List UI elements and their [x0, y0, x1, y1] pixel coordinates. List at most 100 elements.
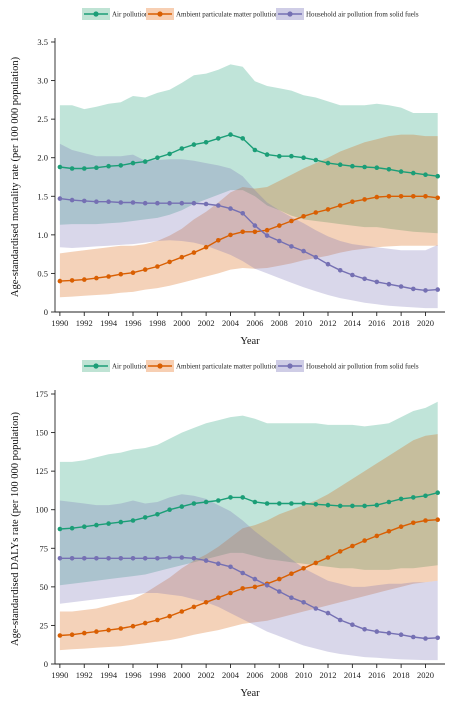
data-point — [301, 214, 306, 219]
data-point — [216, 203, 221, 208]
uncertainty-band-ambient-particulate-matter-pollution — [59, 134, 438, 298]
y-tick-label: 125 — [35, 466, 48, 476]
data-point — [130, 160, 136, 166]
data-point — [398, 194, 404, 199]
data-point — [82, 166, 87, 171]
data-point — [240, 570, 245, 576]
data-point — [82, 524, 87, 529]
series-household-air-pollution-from-solid-fuels — [57, 555, 441, 641]
data-point — [179, 200, 185, 206]
data-point — [203, 244, 209, 250]
data-point — [301, 248, 306, 254]
legend-label: Air pollution — [112, 11, 149, 19]
mortality-y-axis: 0 0.5 1.0 1.5 2.0 2.5 3.0 3.5 — [37, 37, 56, 317]
data-point — [435, 287, 441, 292]
x-tick-label: 1990 — [51, 318, 68, 328]
x-tick-label: 2012 — [320, 670, 337, 680]
x-tick-label: 2010 — [295, 318, 312, 328]
data-point — [289, 595, 294, 600]
data-point — [398, 632, 404, 637]
data-point — [350, 163, 355, 169]
uncertainty-band-household-air-pollution-from-solid-fuels — [59, 494, 438, 661]
x-tick-label: 2016 — [368, 318, 385, 328]
data-point — [337, 203, 343, 208]
x-tick-label: 2006 — [246, 318, 263, 328]
data-point — [398, 496, 404, 502]
data-point — [277, 153, 282, 159]
y-tick-label: 0.5 — [37, 268, 48, 278]
x-tick-label: 1996 — [125, 670, 142, 680]
x-tick-label: 1996 — [125, 318, 142, 328]
data-point — [167, 200, 172, 206]
y-tick-label: 150 — [35, 428, 48, 438]
data-point — [411, 170, 416, 176]
x-tick-label: 2014 — [344, 318, 362, 328]
data-point — [69, 525, 75, 531]
data-point — [252, 576, 258, 582]
x-tick-label: 2000 — [173, 318, 190, 328]
series-household-air-pollution-from-solid-fuels — [57, 196, 441, 293]
x-tick-label: 1992 — [76, 670, 93, 680]
y-tick-label: 1.5 — [37, 191, 48, 201]
data-point — [411, 520, 416, 526]
data-point — [191, 200, 197, 206]
data-point — [203, 499, 209, 505]
legend-swatch-marker — [157, 11, 163, 17]
data-point — [423, 172, 428, 177]
legend-swatch-marker — [157, 363, 163, 369]
data-point — [374, 629, 380, 634]
x-tick-label: 2014 — [344, 670, 362, 680]
x-tick-label: 1994 — [100, 670, 118, 680]
dalys-legend: Air pollution Ambient particulate matter … — [82, 360, 419, 372]
data-point — [228, 564, 233, 570]
data-point — [362, 503, 367, 509]
data-point — [313, 210, 319, 215]
data-point — [142, 200, 148, 206]
data-point — [337, 268, 343, 273]
data-point — [57, 278, 63, 284]
x-tick-label: 2000 — [173, 670, 190, 680]
data-point — [179, 504, 185, 509]
y-tick-label: 2.5 — [37, 114, 48, 124]
data-point — [264, 227, 270, 233]
series-ambient-particulate-matter-pollution — [57, 194, 441, 284]
data-point — [264, 233, 270, 238]
x-tick-label: 2002 — [198, 318, 215, 328]
x-tick-label: 2008 — [271, 318, 288, 328]
series-ambient-particulate-matter-pollution — [57, 517, 441, 638]
legend-label: Ambient particulate matter pollution — [176, 11, 279, 19]
data-point — [362, 164, 367, 170]
x-tick-label: 2006 — [246, 670, 263, 680]
data-point — [435, 173, 441, 179]
data-point — [350, 503, 355, 509]
y-tick-label: 3.0 — [37, 76, 48, 86]
data-point — [374, 279, 380, 285]
uncertainty-band-household-air-pollution-from-solid-fuels — [59, 143, 438, 309]
data-point — [191, 556, 197, 561]
x-tick-label: 2018 — [393, 318, 410, 328]
x-tick-label: 2004 — [222, 670, 240, 680]
data-point — [167, 259, 172, 265]
legend-swatch-marker — [287, 11, 293, 17]
data-point — [325, 160, 331, 166]
dalys-y-axis-title: Age-standardised DALYs rate (per 100 000… — [10, 412, 21, 646]
data-point — [155, 264, 160, 269]
x-tick-label: 2020 — [417, 670, 434, 680]
mortality-x-axis: 1990 1992 1994 1996 1998 2000 2002 2004 2006 2008… — [51, 311, 445, 328]
data-point — [216, 498, 221, 503]
data-point — [155, 556, 160, 561]
data-point — [228, 132, 233, 137]
x-tick-label: 2016 — [368, 670, 385, 680]
data-point — [130, 556, 136, 561]
data-point — [337, 503, 343, 509]
data-point — [374, 165, 380, 170]
data-point — [228, 232, 233, 238]
data-point — [264, 152, 270, 157]
data-point — [142, 620, 148, 626]
data-point — [240, 211, 245, 216]
data-point — [94, 556, 99, 561]
data-point — [130, 270, 136, 276]
data-point — [57, 196, 63, 201]
mortality-x-axis-title: Year — [240, 336, 260, 347]
